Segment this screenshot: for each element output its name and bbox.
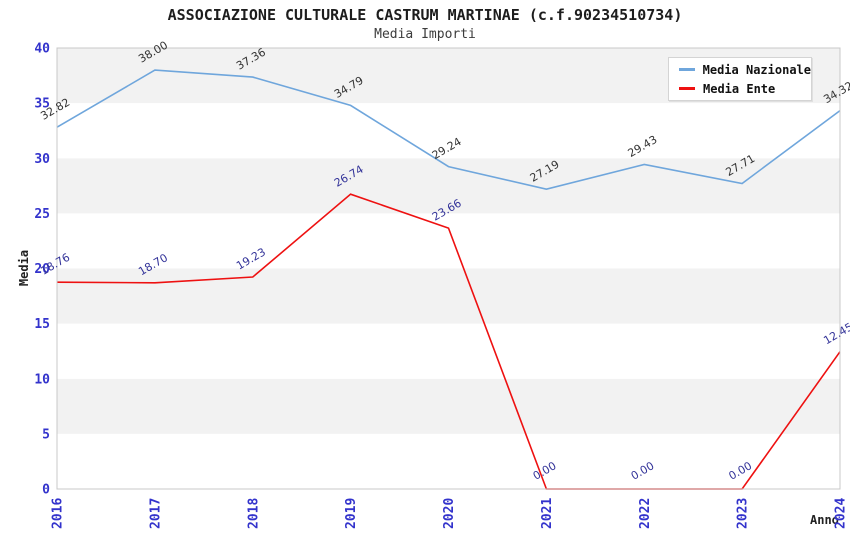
grid-band — [57, 323, 840, 379]
chart-title: ASSOCIAZIONE CULTURALE CASTRUM MARTINAE … — [167, 6, 683, 24]
grid-band — [57, 268, 840, 324]
x-tick-label: 2023 — [736, 498, 751, 529]
legend-item-media-ente: Media Ente — [679, 82, 811, 96]
series-line-media-nazionale — [56, 69, 841, 191]
x-tick-label: 2024 — [834, 498, 849, 529]
x-tick-label: 2016 — [51, 498, 66, 529]
grid-band — [57, 433, 840, 489]
legend-label: Media Nazionale — [702, 62, 811, 77]
plot-border — [56, 47, 841, 490]
y-tick-label: 0 — [42, 483, 50, 498]
grid-band — [57, 378, 840, 434]
y-tick-label: 20 — [34, 262, 50, 277]
y-tick-label: 30 — [34, 152, 50, 167]
y-tick-label: 40 — [34, 42, 50, 57]
x-axis-title: Anno — [810, 513, 839, 527]
y-tick-label: 10 — [34, 372, 50, 387]
y-axis-title: Media — [17, 250, 31, 286]
legend-swatch — [679, 68, 695, 71]
y-tick-label: 5 — [42, 427, 50, 442]
x-tick-label: 2020 — [442, 498, 457, 529]
x-tick-label: 2022 — [638, 498, 653, 529]
grid-band — [57, 103, 840, 159]
y-tick-label: 15 — [34, 317, 50, 332]
grid-band — [57, 158, 840, 214]
x-tick-label: 2017 — [148, 498, 163, 529]
grid-band — [57, 213, 840, 269]
x-tick-label: 2021 — [540, 498, 555, 529]
legend-label: Media Ente — [703, 81, 776, 96]
chart-subtitle: Media Importi — [374, 27, 476, 42]
legend-swatch — [679, 87, 695, 90]
x-tick-label: 2019 — [344, 498, 359, 529]
y-tick-label: 25 — [34, 207, 50, 222]
x-tick-label: 2018 — [246, 498, 261, 529]
legend: Media Nazionale Media Ente — [668, 57, 812, 101]
legend-item-media-nazionale: Media Nazionale — [679, 63, 811, 77]
y-tick-label: 35 — [34, 97, 50, 112]
